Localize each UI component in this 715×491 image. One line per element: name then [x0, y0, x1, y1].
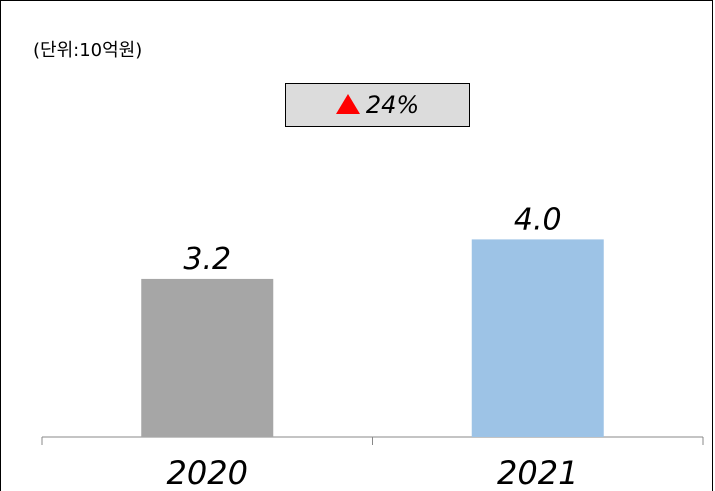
x-tick-label-2021: 2021 — [497, 454, 578, 491]
growth-rate-text: 24% — [365, 91, 420, 119]
triangle-up-icon — [335, 94, 360, 114]
data-label-2021: 4.0 — [514, 202, 562, 237]
data-label-2020: 3.2 — [183, 242, 231, 277]
bar-2020 — [141, 278, 274, 437]
bar-2021 — [471, 239, 604, 437]
unit-label: (단위:10억원) — [33, 40, 143, 61]
x-tick-label-2020: 2020 — [167, 454, 248, 491]
growth-annotation: 24% — [285, 83, 470, 127]
